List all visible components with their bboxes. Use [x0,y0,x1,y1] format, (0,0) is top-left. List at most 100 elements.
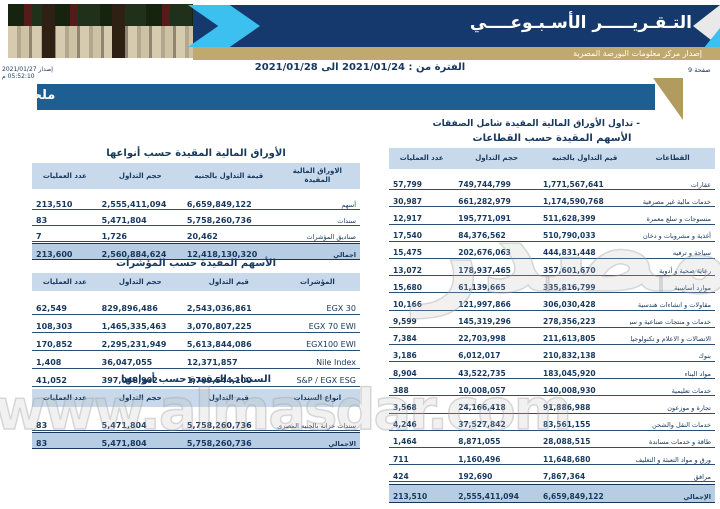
section-note: - تداول الأوراق المالية المقيدة شامل الص… [432,119,640,129]
sectors-volume-text: 661,282,979 [458,196,511,206]
sectors-volume: 43,522,735 [454,361,539,380]
types-label-text: أسهم [341,201,356,209]
indices-trades: 1,408 [32,350,98,369]
bonds-label: الاجمالي [275,431,360,450]
sectors-label-text: خدمات مالية غير مصرفية [642,197,711,206]
sectors-value: 335,816,799 [539,275,630,294]
sectors-volume: 192,690 [454,464,539,483]
sectors-trades-text: 30,987 [393,196,422,206]
sectors-volume: 37,527,842 [454,412,539,431]
sectors-trades-text: 3,568 [393,403,417,413]
indices-trades-text: 1,408 [36,358,62,367]
bonds-value-text: 5,758,260,736 [186,421,252,430]
sectors-value-text: 183,045,920 [542,368,596,378]
sectors-volume-text: 749,744,799 [458,179,511,189]
sectors-trades: 10,166 [389,292,454,311]
pillar-graphic [112,4,125,58]
types-trades-text: 213,510 [36,200,73,209]
indices-trades-text: 41,052 [36,376,67,385]
indices-label: S&P / EGX ESG [275,368,360,387]
sectors-table-row: مقاولات و انشاءات هندسية 306,030,428 121,9… [389,292,715,311]
sectors-label: خدمات تعليمية [630,378,715,397]
sectors-trades: 13,072 [389,258,454,277]
sectors-label-text: خدمات تعليمية [671,386,711,395]
sectors-trades: 1,464 [389,429,454,448]
security-types-table: الأوراق المالية المقيدة حسب أنواعها الاور… [32,148,360,260]
sectors-table-row: ورق و مواد التعبئة و التغليف 11,648,680 1,… [389,447,715,466]
sectors-value: 1,771,567,641 [539,172,630,191]
sectors-label: الاتصالات و الاعلام و تكنولوجيا المعلوما… [630,326,715,345]
sectors-value: 183,045,920 [539,361,630,380]
sectors-volume: 24,166,418 [454,395,539,414]
types-volume: 5,471,804 [98,208,183,227]
indices-trades-text: 170,852 [36,340,73,349]
types-label: أسهم [275,192,360,211]
types-value: 5,758,260,736 [183,208,275,227]
indices-trades: 41,052 [32,368,98,387]
sectors-value: 11,648,680 [539,447,630,466]
sectors-value-text: 306,030,428 [542,299,596,309]
sectors-value-text: 6,659,849,122 [542,492,604,502]
sectors-table-row: عقارات 1,771,567,641 749,744,799 57,799 [389,172,715,191]
indices-value-text: 12,371,857 [186,358,238,367]
indices-volume: 36,047,055 [98,350,183,369]
bonds-total-row: الاجمالي 5,758,260,736 5,471,804 83 [32,432,360,449]
types-table-row: سندات 5,758,260,736 5,471,804 83 [32,210,360,226]
sectors-label: رعاية صحية و أدوية [630,258,715,277]
indices-column-header: المؤشرات [299,277,335,286]
bonds-label-text: الاجمالي [328,440,356,448]
sectors-label-text: خدمات النقل والشحن [652,421,711,430]
types-value: 6,659,849,122 [183,192,275,211]
sectors-trades-text: 424 [393,471,409,481]
sectors-value-text: 511,628,399 [542,213,596,223]
sectors-value-text: 444,831,448 [542,248,596,258]
sectors-value: 91,886,988 [539,395,630,414]
types-trades-text: 83 [36,216,48,225]
indices-value-text: 3,070,807,225 [186,322,252,331]
indices-volume-text: 1,465,335,463 [101,322,167,331]
sectors-volume-text: 178,937,465 [458,265,511,275]
indices-label: EGX 30 [275,296,360,315]
sectors-trades-text: 12,917 [393,213,422,223]
sectors-trades: 8,904 [389,361,454,380]
sectors-trades: 213,510 [389,484,454,503]
bonds-trades-text: 83 [36,421,48,430]
sectors-volume-text: 192,690 [458,471,493,481]
sectors-volume-text: 2,555,411,094 [458,492,519,502]
indices-volume: 2,295,231,949 [98,332,183,351]
ticker-screens-graphic [8,4,193,26]
sectors-value-text: 211,613,805 [542,334,596,344]
types-column-header: حجم التداول [118,171,162,180]
bonds-table: السندات المقيدة حسب أنواعها انواع السندات… [32,374,360,449]
sectors-volume: 121,997,866 [454,292,539,311]
types-table-row: أسهم 6,659,849,122 2,555,411,094 213,510 [32,194,360,210]
sectors-column-header: حجم التداول [475,154,518,163]
sectors-volume: 2,555,411,094 [454,484,539,503]
indices-volume: 829,896,486 [98,296,183,315]
sectors-table-row: رعاية صحية و أدوية 357,601,670 178,937,465… [389,258,715,277]
sectors-value: 278,356,223 [539,309,630,328]
types-volume-text: 2,560,884,624 [101,250,167,259]
report-title: التـقـريـــــر الأسـبـوعــــي [469,13,692,33]
sectors-trades: 424 [389,464,454,483]
bonds-volume: 5,471,804 [98,413,183,432]
sectors-label: خدمات و منتجات صناعية و سيارات [630,309,715,328]
bonds-trades: 83 [32,413,98,432]
sectors-label: أغذية و مشروبات و دخان [630,223,715,242]
sectors-trades: 17,540 [389,223,454,242]
sectors-volume: 1,160,496 [454,447,539,466]
sectors-trades: 3,186 [389,343,454,362]
sectors-volume: 661,282,979 [454,189,539,208]
bonds-value: 5,758,260,736 [183,431,275,450]
bonds-label-text: سندات خزانة بالجنيه المصرى [277,422,356,430]
sectors-value-text: 278,356,223 [542,317,596,327]
sectors-volume: 145,319,296 [454,309,539,328]
sectors-volume-text: 84,376,562 [458,231,506,241]
report-banner: التـقـريـــــر الأسـبـوعــــي إصدار مركز… [0,0,720,62]
sectors-label: منسوجات و سلع معمرة [630,206,715,225]
bonds-header-row: انواع السندات قيم التداول حجم التداول عدد ا… [32,389,360,407]
types-trades: 213,510 [32,192,98,211]
sectors-value-text: 210,832,138 [542,351,596,361]
sectors-label: عقارات [630,172,715,191]
types-value-text: 20,462 [186,232,218,241]
